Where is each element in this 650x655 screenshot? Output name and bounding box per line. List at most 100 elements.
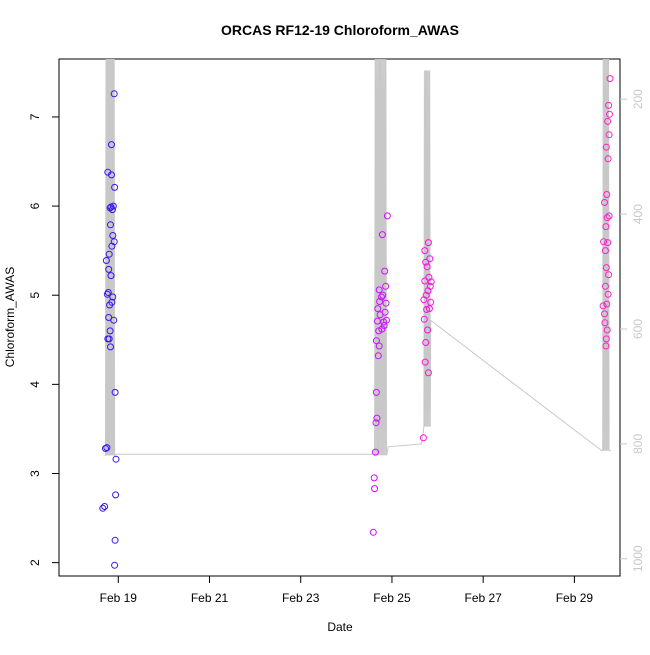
data-point xyxy=(99,504,107,512)
data-point xyxy=(108,206,116,214)
data-point xyxy=(107,343,114,351)
data-point xyxy=(374,352,382,360)
data-point xyxy=(112,455,120,463)
axis-layer: Feb 19 Feb 21 Feb 23 Feb 25 Feb 27 Feb 29 2 3 4 5… xyxy=(28,89,645,605)
data-point xyxy=(104,289,112,296)
y-tick-label: 7 xyxy=(28,113,42,120)
data-point xyxy=(107,221,114,229)
y-tick-label: 4 xyxy=(28,381,42,388)
data-point xyxy=(606,110,613,118)
data-point xyxy=(426,255,434,263)
data-point xyxy=(379,291,387,299)
data-point xyxy=(112,491,120,499)
trace-layer xyxy=(104,58,611,457)
pressure-trace xyxy=(104,58,611,457)
y2-tick-label: 400 xyxy=(631,204,645,224)
data-point xyxy=(372,337,380,345)
data-point xyxy=(372,388,380,396)
data-point xyxy=(376,298,384,305)
data-point xyxy=(602,264,610,272)
data-point xyxy=(369,528,377,536)
y2-tick-label: 600 xyxy=(631,319,645,339)
data-point xyxy=(110,316,118,324)
data-point xyxy=(427,278,435,286)
data-point xyxy=(602,335,610,343)
data-point xyxy=(421,358,429,366)
points-layer xyxy=(99,75,614,569)
data-point xyxy=(378,293,385,301)
data-point xyxy=(382,282,390,290)
data-point xyxy=(381,267,389,275)
x-axis-label: Date xyxy=(327,620,353,634)
data-point xyxy=(425,305,433,313)
data-point xyxy=(601,319,609,327)
data-point xyxy=(372,448,379,456)
data-point xyxy=(604,155,612,163)
data-point xyxy=(426,282,434,290)
data-point xyxy=(105,335,113,343)
data-point xyxy=(602,223,610,231)
data-point xyxy=(111,183,119,191)
data-point xyxy=(111,388,119,396)
data-point xyxy=(374,305,382,313)
data-point xyxy=(601,247,609,255)
data-point xyxy=(602,143,610,151)
data-point xyxy=(603,326,611,334)
data-point xyxy=(419,434,427,442)
data-point xyxy=(111,561,119,569)
y-tick-label: 2 xyxy=(28,559,42,566)
y-tick-label: 6 xyxy=(28,202,42,209)
y2-tick-label: 1000 xyxy=(631,545,645,572)
data-point xyxy=(600,238,608,246)
data-point xyxy=(370,474,378,482)
data-point xyxy=(599,302,607,310)
data-point xyxy=(373,414,381,422)
data-point xyxy=(102,445,109,452)
data-point xyxy=(105,265,113,273)
y2-tick-label: 800 xyxy=(631,434,645,454)
y-axis-label: Chloroform_AWAS xyxy=(3,267,17,367)
data-point xyxy=(604,117,612,125)
data-point xyxy=(604,239,612,247)
data-point xyxy=(423,263,431,271)
data-point xyxy=(382,299,390,307)
data-point xyxy=(603,214,611,222)
data-point xyxy=(109,293,117,301)
x-tick-label: Feb 19 xyxy=(100,591,138,605)
data-point xyxy=(108,298,116,306)
data-point xyxy=(378,231,386,239)
data-point xyxy=(605,212,613,220)
data-point xyxy=(427,298,435,306)
data-point xyxy=(111,536,119,544)
data-point xyxy=(106,327,114,335)
data-point xyxy=(603,300,611,308)
data-point xyxy=(601,282,609,290)
data-point xyxy=(601,199,608,206)
data-point xyxy=(110,238,118,246)
data-point xyxy=(108,171,115,179)
data-point xyxy=(420,315,428,323)
data-point xyxy=(424,239,432,247)
data-point xyxy=(101,503,109,510)
x-tick-label: Feb 25 xyxy=(373,591,411,605)
plot-frame xyxy=(58,58,621,577)
data-point xyxy=(105,250,113,258)
data-point xyxy=(103,444,111,452)
data-point xyxy=(383,316,390,324)
data-point xyxy=(108,141,115,149)
data-point xyxy=(110,90,118,98)
data-point xyxy=(381,308,389,316)
x-tick-label: Feb 23 xyxy=(282,591,320,605)
y-tick-label: 3 xyxy=(28,470,42,477)
data-point xyxy=(422,291,430,299)
y-tick-label: 5 xyxy=(28,292,42,299)
chart-title: ORCAS RF12-19 Chloroform_AWAS xyxy=(221,22,459,38)
data-point xyxy=(605,271,613,279)
data-point xyxy=(602,342,610,350)
data-point xyxy=(604,290,612,298)
data-point xyxy=(424,326,431,334)
data-point xyxy=(424,369,432,377)
data-point xyxy=(605,131,613,139)
data-point xyxy=(375,342,383,350)
